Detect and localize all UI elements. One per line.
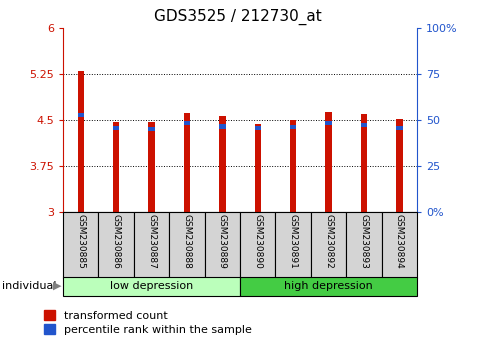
Bar (77, 71, 84, 212)
Text: GSM230894: GSM230894 (394, 215, 403, 269)
Bar (325, 112, 331, 212)
Bar (254, 124, 260, 212)
Text: GDS3525 / 212730_at: GDS3525 / 212730_at (153, 9, 321, 25)
Bar (289, 125, 296, 129)
Bar (240, 277, 416, 296)
Bar (395, 126, 402, 130)
Bar (254, 126, 260, 130)
Legend: transformed count, percentile rank within the sample: transformed count, percentile rank withi… (44, 310, 252, 335)
Bar (113, 126, 119, 130)
Text: low depression: low depression (110, 281, 193, 291)
Text: GSM230886: GSM230886 (111, 215, 121, 269)
Bar (310, 212, 346, 278)
Bar (134, 212, 169, 278)
Bar (169, 212, 204, 278)
Bar (381, 212, 416, 278)
Text: GSM230891: GSM230891 (288, 215, 297, 269)
Text: individual: individual (2, 281, 57, 291)
Bar (98, 212, 134, 278)
Text: GSM230888: GSM230888 (182, 215, 191, 269)
Bar (183, 121, 190, 125)
Text: GSM230889: GSM230889 (217, 215, 227, 269)
Bar (63, 277, 240, 296)
Bar (289, 120, 296, 212)
Bar (325, 121, 331, 125)
Bar (346, 212, 381, 278)
Bar (183, 113, 190, 212)
Bar (275, 212, 310, 278)
Bar (240, 212, 275, 278)
Text: high depression: high depression (284, 281, 372, 291)
Bar (113, 122, 119, 212)
Text: GSM230887: GSM230887 (147, 215, 156, 269)
Bar (63, 212, 98, 278)
Text: ▶: ▶ (53, 281, 61, 291)
Bar (77, 113, 84, 118)
Bar (204, 212, 240, 278)
Bar (148, 127, 154, 131)
Text: GSM230893: GSM230893 (359, 215, 368, 269)
Bar (219, 125, 225, 129)
Bar (219, 116, 225, 212)
Text: GSM230890: GSM230890 (253, 215, 262, 269)
Bar (360, 123, 366, 127)
Text: GSM230892: GSM230892 (323, 215, 333, 269)
Text: GSM230885: GSM230885 (76, 215, 85, 269)
Bar (148, 122, 154, 212)
Bar (360, 114, 366, 212)
Bar (395, 119, 402, 212)
